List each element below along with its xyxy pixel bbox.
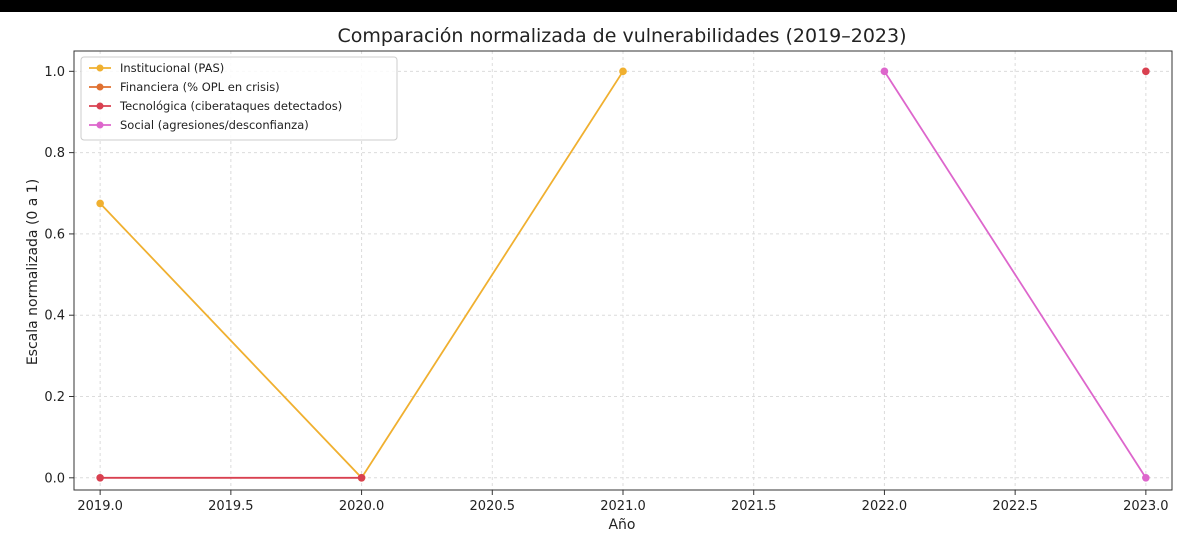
x-tick-label: 2021.5	[731, 499, 777, 514]
x-tick-label: 2023.0	[1123, 499, 1169, 514]
x-tick-label: 2019.0	[77, 499, 123, 514]
x-tick-label: 2022.5	[992, 499, 1038, 514]
legend-marker	[96, 102, 104, 110]
data-point	[880, 67, 889, 76]
data-point	[357, 474, 366, 482]
legend: Institucional (PAS) Financiera (% OPL en …	[80, 56, 398, 141]
y-tick-label: 0.4	[44, 309, 65, 324]
chart-title: Comparación normalizada de vulnerabilida…	[337, 25, 906, 47]
data-point	[96, 474, 104, 482]
data-point	[1142, 474, 1150, 482]
legend-entry: Financiera (% OPL en crisis)	[120, 80, 280, 94]
y-tick-label: 0.2	[44, 390, 65, 405]
x-tick-label: 2020.5	[470, 499, 516, 514]
data-point	[619, 67, 627, 76]
y-tick-label: 0.6	[44, 227, 65, 242]
x-tick-label: 2020.0	[339, 499, 385, 514]
y-tick-label: 0.8	[44, 146, 65, 161]
x-axis-label: Año	[608, 517, 635, 533]
x-ticks: 2019.0 2019.5 2020.0 2020.5 2021.0 2021.5 2022…	[77, 490, 1169, 514]
legend-entry: Social (agresiones/desconfianza)	[120, 118, 309, 132]
legend-entry: Tecnológica (ciberataques detectados)	[119, 99, 342, 113]
x-tick-label: 2019.5	[208, 499, 254, 514]
series-line	[883, 70, 1147, 479]
data-point	[1142, 67, 1150, 76]
y-axis-label: Escala normalizada (0 a 1)	[25, 179, 41, 365]
legend-marker	[96, 64, 104, 72]
legend-entry: Institucional (PAS)	[120, 61, 224, 75]
data-point	[96, 199, 104, 208]
y-tick-label: 1.0	[44, 65, 65, 80]
x-tick-label: 2022.0	[862, 499, 908, 514]
x-tick-label: 2021.0	[600, 499, 646, 514]
y-tick-label: 0.0	[44, 471, 65, 486]
top-border	[0, 0, 1177, 12]
y-ticks: 0.0 0.2 0.4 0.6 0.8 1.0	[44, 65, 74, 486]
legend-marker	[96, 83, 104, 91]
legend-box	[80, 56, 398, 141]
legend-marker	[96, 121, 104, 129]
